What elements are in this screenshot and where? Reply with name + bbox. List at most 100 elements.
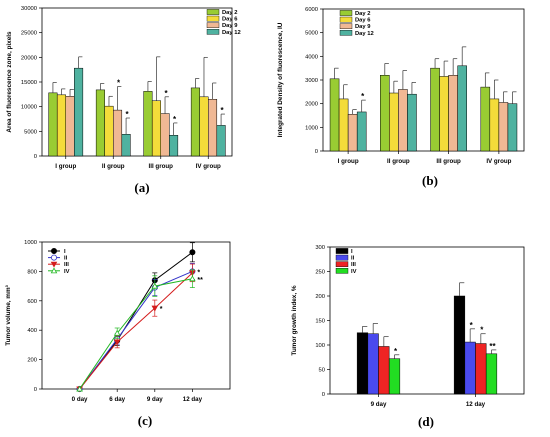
bar-d-s1-c1 bbox=[464, 341, 476, 395]
bar-d-s3-c1 bbox=[485, 353, 498, 395]
bar-a-s1-c0 bbox=[56, 94, 67, 157]
significance-mark: * bbox=[361, 92, 365, 101]
significance-mark: * bbox=[126, 110, 130, 119]
legend-swatch bbox=[339, 30, 353, 36]
y-axis-label: Tumor growth index, % bbox=[291, 285, 298, 355]
bar-b-s1-c0 bbox=[338, 98, 349, 152]
bar-b-s0-c3 bbox=[480, 86, 491, 152]
significance-mark: * bbox=[117, 78, 121, 87]
bar-a-s1-c1 bbox=[104, 105, 114, 157]
y-tick-label: 400 bbox=[27, 328, 37, 334]
legend-swatch bbox=[335, 248, 349, 254]
panel-label: (c) bbox=[138, 413, 152, 428]
significance-mark: * bbox=[160, 306, 163, 313]
chart-panel-d: 0 50 100 150 200 250 300 Tumor growth index, % 9… bbox=[291, 245, 525, 429]
y-tick-label: 3000 bbox=[305, 78, 318, 84]
y-tick-label: 0 bbox=[315, 149, 318, 155]
point-c-s3-c1 bbox=[113, 329, 121, 336]
significance-mark: ** bbox=[489, 342, 496, 351]
legend-label: III bbox=[351, 262, 356, 268]
y-tick-label: 200 bbox=[27, 358, 37, 364]
y-tick-label: 5000 bbox=[24, 129, 37, 135]
bar-a-s0-c0 bbox=[48, 92, 58, 157]
panel-label: (a) bbox=[134, 180, 149, 195]
y-tick-label: 300 bbox=[315, 245, 325, 251]
panel-label: (b) bbox=[422, 173, 438, 188]
bar-a-s3-c1 bbox=[121, 134, 131, 157]
x-tick-label: 6 day bbox=[109, 396, 125, 403]
y-tick-label: 15000 bbox=[21, 80, 37, 86]
bar-b-s0-c1 bbox=[380, 75, 390, 152]
bar-a-s2-c1 bbox=[113, 109, 123, 157]
bar-b-s0-c2 bbox=[430, 67, 440, 152]
legend-label: Day 6 bbox=[222, 17, 238, 23]
legend-marker bbox=[51, 254, 58, 261]
point-c-s3-c3 bbox=[189, 275, 196, 282]
y-tick-label: 20000 bbox=[21, 55, 37, 61]
series-line-3 bbox=[79, 278, 193, 390]
legend-swatch bbox=[339, 10, 353, 16]
x-tick-label: III group bbox=[149, 163, 174, 170]
y-tick-label: 200 bbox=[315, 294, 325, 300]
legend-swatch bbox=[206, 22, 220, 29]
legend-swatch bbox=[335, 254, 349, 261]
legend-label: Day 12 bbox=[222, 30, 241, 36]
legend-label: Day 9 bbox=[222, 23, 238, 29]
x-tick-label: 9 day bbox=[147, 396, 163, 403]
point-c-s3-c2 bbox=[151, 282, 159, 289]
bar-b-s2-c1 bbox=[398, 89, 408, 152]
y-tick-label: 0 bbox=[322, 392, 325, 398]
legend-swatch bbox=[206, 15, 220, 22]
x-tick-label: II group bbox=[387, 158, 410, 165]
x-tick-label: 12 day bbox=[466, 401, 486, 408]
chart-panel-b: 0 1000 2000 3000 4000 5000 6000 Integrated Dens… bbox=[277, 7, 525, 188]
x-tick-label: I group bbox=[55, 163, 76, 170]
y-tick-label: 1000 bbox=[24, 240, 37, 246]
bar-d-s0-c0 bbox=[356, 332, 369, 395]
legend-label: Day 2 bbox=[355, 11, 370, 17]
significance-mark: * bbox=[173, 115, 177, 124]
significance-mark: * bbox=[480, 326, 484, 335]
y-tick-label: 50 bbox=[319, 368, 325, 374]
point-c-s0-c3 bbox=[189, 249, 196, 256]
legend-label: II bbox=[64, 256, 68, 262]
y-tick-label: 2000 bbox=[305, 102, 318, 108]
bar-a-s3-c0 bbox=[74, 67, 84, 157]
panel-label: (d) bbox=[418, 414, 434, 429]
bar-b-s2-c3 bbox=[498, 102, 509, 152]
bar-a-s2-c3 bbox=[208, 99, 218, 157]
bar-a-s3-c2 bbox=[169, 135, 179, 157]
legend-swatch bbox=[339, 23, 353, 30]
y-tick-label: 600 bbox=[27, 299, 37, 305]
y-tick-label: 250 bbox=[315, 270, 325, 276]
x-tick-label: I group bbox=[338, 158, 359, 165]
bar-a-s1-c2 bbox=[151, 100, 161, 157]
x-tick-label: II group bbox=[102, 163, 125, 170]
bar-b-s2-c0 bbox=[347, 114, 358, 152]
y-tick-label: 4000 bbox=[305, 54, 318, 60]
bar-d-s2-c1 bbox=[475, 343, 487, 395]
legend-swatch bbox=[206, 29, 220, 35]
y-tick-label: 25000 bbox=[21, 31, 37, 37]
bar-a-s3-c3 bbox=[216, 125, 226, 157]
significance-mark: * bbox=[394, 347, 398, 356]
legend-label: II bbox=[351, 256, 355, 262]
bar-d-s0-c1 bbox=[453, 295, 466, 395]
legend-swatch bbox=[335, 268, 349, 274]
bar-d-s3-c0 bbox=[388, 358, 401, 395]
chart-panel-c: 0 200 400 600 800 1000 Tumor volume, mm³ 0 day 6… bbox=[5, 240, 231, 428]
y-tick-label: 100 bbox=[315, 343, 325, 349]
bar-a-s0-c3 bbox=[190, 87, 200, 157]
legend-label: Day 6 bbox=[355, 18, 371, 24]
legend-label: IV bbox=[64, 269, 70, 275]
y-tick-label: 150 bbox=[315, 319, 325, 325]
point-c-s3-c0 bbox=[76, 385, 83, 392]
bar-d-s2-c0 bbox=[378, 346, 390, 395]
legend-label: Day 9 bbox=[355, 24, 371, 30]
y-tick-label: 10000 bbox=[21, 105, 37, 111]
legend-label: I bbox=[64, 249, 66, 255]
legend-swatch bbox=[339, 16, 353, 23]
